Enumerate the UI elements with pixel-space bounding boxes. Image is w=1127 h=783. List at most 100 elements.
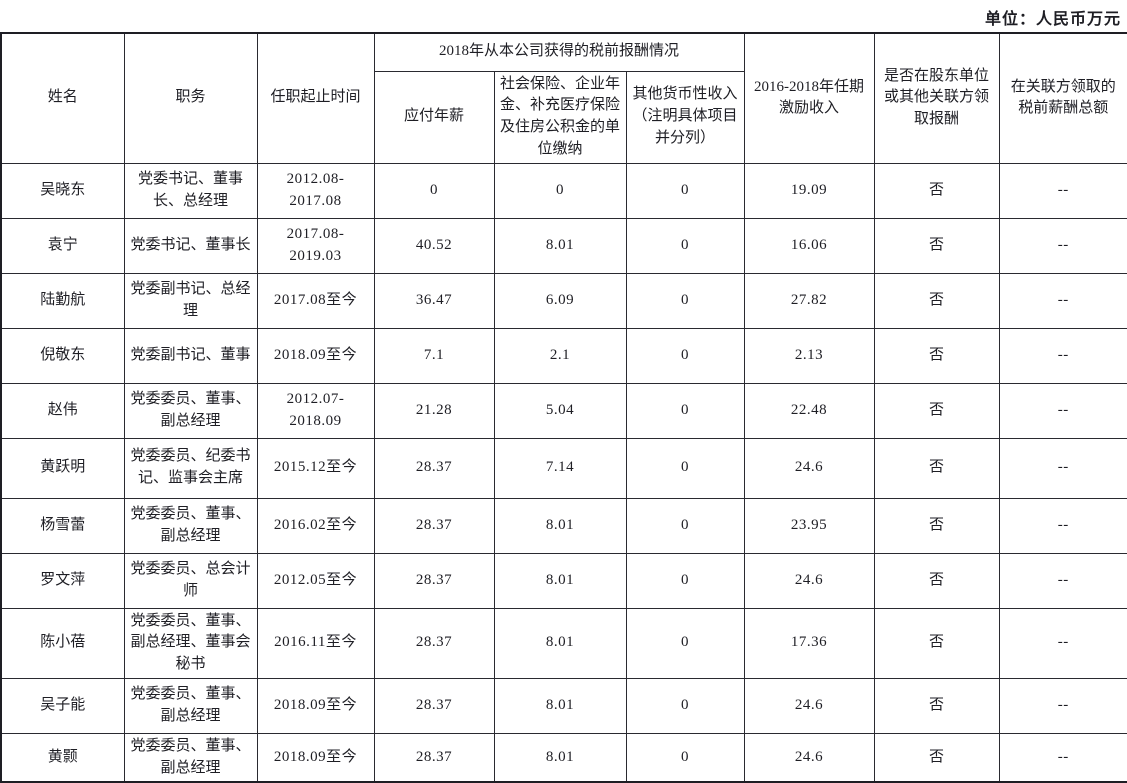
cell-salary: 21.28 <box>373 382 495 439</box>
cell-related-total: -- <box>998 732 1127 783</box>
table-row: 罗文萍 党委委员、总会计师 2012.05至今 28.37 8.01 0 24.… <box>0 552 1127 609</box>
col-header-social-insurance: 社会保险、企业年金、补充医疗保险及住房公积金的单位缴纳 <box>493 70 627 164</box>
cell-other-income: 0 <box>625 217 745 274</box>
cell-name: 陈小蓓 <box>0 607 125 679</box>
compensation-table: 姓名 职务 任职起止时间 2018年从本公司获得的税前报酬情况 2016-201… <box>0 32 1127 783</box>
cell-other-income: 0 <box>625 552 745 609</box>
cell-term: 2018.09至今 <box>256 677 375 734</box>
cell-related-pay: 否 <box>873 437 1000 499</box>
cell-name: 吴晓东 <box>0 162 125 219</box>
cell-term: 2012.08-2017.08 <box>256 162 375 219</box>
table-row: 黄颢 党委委员、董事、副总经理 2018.09至今 28.37 8.01 0 2… <box>0 732 1127 783</box>
cell-related-total: -- <box>998 162 1127 219</box>
cell-social-insurance: 8.01 <box>493 217 627 274</box>
cell-related-total: -- <box>998 382 1127 439</box>
cell-social-insurance: 0 <box>493 162 627 219</box>
cell-position: 党委副书记、董事 <box>123 327 258 384</box>
cell-related-total: -- <box>998 677 1127 734</box>
cell-other-income: 0 <box>625 497 745 554</box>
cell-salary: 28.37 <box>373 732 495 783</box>
cell-social-insurance: 8.01 <box>493 677 627 734</box>
col-header-other-income: 其他货币性收入（注明具体项目并分列） <box>625 70 745 164</box>
cell-related-pay: 否 <box>873 607 1000 679</box>
cell-name: 袁宁 <box>0 217 125 274</box>
col-header-group-2018: 2018年从本公司获得的税前报酬情况 <box>373 32 745 72</box>
cell-salary: 40.52 <box>373 217 495 274</box>
cell-related-pay: 否 <box>873 382 1000 439</box>
cell-other-income: 0 <box>625 607 745 679</box>
cell-related-pay: 否 <box>873 732 1000 783</box>
table-row: 黄跃明 党委委员、纪委书记、监事会主席 2015.12至今 28.37 7.14… <box>0 437 1127 499</box>
cell-term: 2017.08至今 <box>256 272 375 329</box>
col-header-related-total: 在关联方领取的税前薪酬总额 <box>998 32 1127 164</box>
cell-position: 党委委员、董事、副总经理 <box>123 677 258 734</box>
cell-salary: 28.37 <box>373 437 495 499</box>
cell-salary: 36.47 <box>373 272 495 329</box>
cell-salary: 7.1 <box>373 327 495 384</box>
cell-social-insurance: 8.01 <box>493 607 627 679</box>
cell-social-insurance: 8.01 <box>493 732 627 783</box>
cell-other-income: 0 <box>625 327 745 384</box>
cell-salary: 28.37 <box>373 552 495 609</box>
cell-incentive: 24.6 <box>743 677 875 734</box>
cell-term: 2018.09至今 <box>256 327 375 384</box>
cell-salary: 0 <box>373 162 495 219</box>
cell-other-income: 0 <box>625 162 745 219</box>
table-row: 吴晓东 党委书记、董事长、总经理 2012.08-2017.08 0 0 0 1… <box>0 162 1127 219</box>
cell-social-insurance: 8.01 <box>493 552 627 609</box>
cell-name: 罗文萍 <box>0 552 125 609</box>
col-header-salary: 应付年薪 <box>373 70 495 164</box>
cell-name: 黄颢 <box>0 732 125 783</box>
cell-incentive: 19.09 <box>743 162 875 219</box>
cell-incentive: 23.95 <box>743 497 875 554</box>
cell-term: 2012.05至今 <box>256 552 375 609</box>
cell-name: 赵伟 <box>0 382 125 439</box>
cell-related-total: -- <box>998 497 1127 554</box>
cell-position: 党委书记、董事长、总经理 <box>123 162 258 219</box>
table-row: 吴子能 党委委员、董事、副总经理 2018.09至今 28.37 8.01 0 … <box>0 677 1127 734</box>
cell-position: 党委委员、董事、副总经理、董事会秘书 <box>123 607 258 679</box>
cell-other-income: 0 <box>625 382 745 439</box>
cell-social-insurance: 2.1 <box>493 327 627 384</box>
cell-incentive: 24.6 <box>743 437 875 499</box>
cell-position: 党委委员、董事、副总经理 <box>123 497 258 554</box>
cell-name: 吴子能 <box>0 677 125 734</box>
cell-incentive: 27.82 <box>743 272 875 329</box>
cell-position: 党委委员、董事、副总经理 <box>123 382 258 439</box>
col-header-related-paid: 是否在股东单位或其他关联方领取报酬 <box>873 32 1000 164</box>
cell-term: 2017.08-2019.03 <box>256 217 375 274</box>
cell-other-income: 0 <box>625 677 745 734</box>
cell-social-insurance: 6.09 <box>493 272 627 329</box>
cell-position: 党委委员、纪委书记、监事会主席 <box>123 437 258 499</box>
cell-related-total: -- <box>998 217 1127 274</box>
header-row-sub: 应付年薪 社会保险、企业年金、补充医疗保险及住房公积金的单位缴纳 其他货币性收入… <box>1 70 1127 164</box>
col-header-position: 职务 <box>123 32 258 164</box>
cell-term: 2015.12至今 <box>256 437 375 499</box>
cell-name: 倪敬东 <box>0 327 125 384</box>
cell-related-pay: 否 <box>873 677 1000 734</box>
col-header-incentive: 2016-2018年任期激励收入 <box>743 32 875 164</box>
cell-name: 黄跃明 <box>0 437 125 499</box>
cell-incentive: 22.48 <box>743 382 875 439</box>
cell-other-income: 0 <box>625 732 745 783</box>
cell-incentive: 16.06 <box>743 217 875 274</box>
cell-position: 党委委员、董事、副总经理 <box>123 732 258 783</box>
cell-related-total: -- <box>998 607 1127 679</box>
cell-position: 党委书记、董事长 <box>123 217 258 274</box>
cell-incentive: 24.6 <box>743 732 875 783</box>
cell-social-insurance: 8.01 <box>493 497 627 554</box>
cell-related-pay: 否 <box>873 162 1000 219</box>
table-row: 陈小蓓 党委委员、董事、副总经理、董事会秘书 2016.11至今 28.37 8… <box>0 607 1127 679</box>
cell-name: 陆勤航 <box>0 272 125 329</box>
cell-other-income: 0 <box>625 272 745 329</box>
cell-related-pay: 否 <box>873 497 1000 554</box>
cell-salary: 28.37 <box>373 607 495 679</box>
cell-related-pay: 否 <box>873 552 1000 609</box>
cell-incentive: 2.13 <box>743 327 875 384</box>
cell-related-pay: 否 <box>873 217 1000 274</box>
cell-position: 党委委员、总会计师 <box>123 552 258 609</box>
cell-related-total: -- <box>998 272 1127 329</box>
table-row: 袁宁 党委书记、董事长 2017.08-2019.03 40.52 8.01 0… <box>0 217 1127 274</box>
col-header-term: 任职起止时间 <box>256 32 375 164</box>
